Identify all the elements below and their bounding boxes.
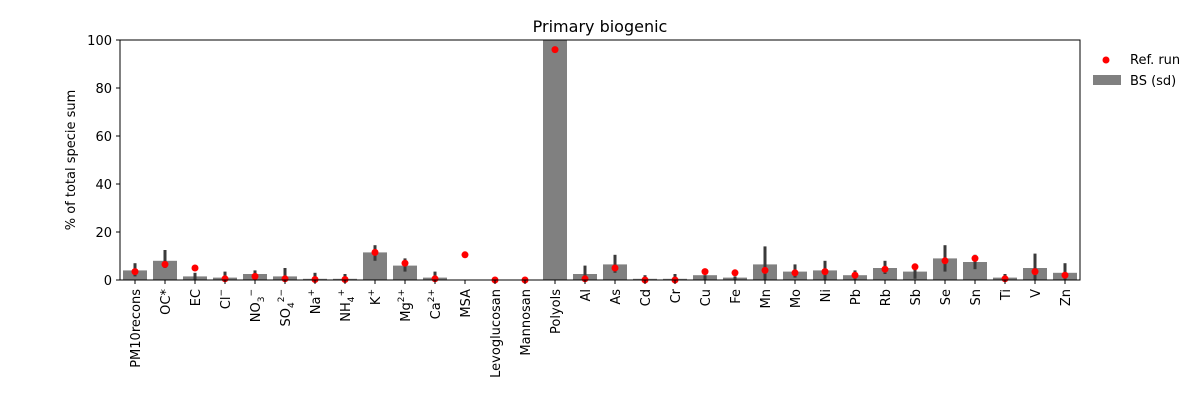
x-tick-label-mn: Mn (759, 289, 774, 308)
legend-label-ref-run: Ref. run (1130, 53, 1180, 68)
y-ticks: 0 20 40 60 80 100 (87, 34, 120, 289)
ref-point-k (371, 248, 379, 256)
bar-sn (963, 262, 987, 280)
ref-point-ca (431, 275, 439, 283)
x-tick-label-cl: Cl− (217, 289, 234, 309)
ref-point-pb (851, 271, 859, 279)
y-tick-label-100: 100 (87, 34, 112, 49)
x-tick-label-rb: Rb (879, 289, 894, 306)
y-tick-label-20: 20 (95, 226, 112, 241)
x-tick-label-nh: NH4+ (337, 289, 357, 322)
x-tick-label-v: V (1029, 289, 1044, 298)
ref-point-group (131, 46, 1069, 284)
plot-frame (119, 39, 1081, 281)
x-tick-label-ec: EC (189, 289, 204, 306)
x-tick-label-oc: OC* (159, 289, 174, 315)
legend-marker-ref-run (1102, 56, 1110, 64)
ref-point-mo (791, 269, 799, 277)
ref-point-msa (461, 251, 469, 259)
x-tick-label-pm10recons: PM10recons (129, 289, 144, 368)
x-tick-label-na: Na+ (307, 289, 324, 314)
ref-point-rb (881, 265, 889, 273)
ref-point-fe (731, 269, 739, 277)
x-tick-label-ti: Ti (999, 289, 1014, 301)
x-tick-label-mg: Mg2+ (397, 289, 414, 322)
chart-title: Primary biogenic (533, 17, 668, 36)
bar-mg (393, 265, 417, 280)
x-tick-label-mannosan: Mannosan (519, 289, 534, 356)
y-tick-label-80: 80 (95, 82, 112, 97)
bar-group (123, 40, 1077, 280)
bar-oc (153, 260, 177, 280)
ref-point-cu (701, 268, 709, 276)
x-tick-label-sn: Sn (969, 289, 984, 306)
ref-point-sb (911, 263, 919, 271)
x-tick-label-cd: Cd (639, 289, 654, 306)
ref-point-ti (1001, 275, 1009, 283)
y-tick-label-0: 0 (104, 274, 112, 289)
ref-point-mg (401, 259, 409, 267)
ref-point-v (1031, 268, 1039, 276)
bar-polyols (543, 40, 567, 280)
legend-label-bs-sd: BS (sd) (1130, 74, 1176, 89)
ref-point-cl (221, 275, 229, 283)
ref-point-al (581, 275, 589, 283)
x-ticks: PM10recons OC* EC Cl− NO3− SO42− Na+ NH4+ K+ Mg2+… (129, 280, 1074, 378)
ref-point-no (251, 272, 259, 280)
x-tick-label-levoglucosan: Levoglucosan (489, 289, 504, 378)
ref-point-mn (761, 266, 769, 274)
y-tick-label-40: 40 (95, 178, 112, 193)
x-tick-label-ca: Ca2+ (427, 289, 444, 319)
x-tick-label-mo: Mo (789, 289, 804, 308)
x-tick-label-cr: Cr (669, 288, 684, 303)
ref-point-zn (1061, 271, 1069, 279)
axes (119, 39, 1081, 281)
x-tick-label-so: SO42− (277, 289, 297, 327)
legend-swatch-bs-sd (1093, 75, 1121, 85)
x-tick-label-as: As (609, 289, 624, 305)
ref-point-oc (161, 260, 169, 268)
x-tick-label-sb: Sb (909, 289, 924, 306)
ref-point-se (941, 257, 949, 265)
y-axis-title: % of total specie sum (64, 90, 79, 231)
ref-point-polyols (551, 46, 559, 54)
x-tick-label-zn: Zn (1059, 289, 1074, 306)
ref-point-ni (821, 268, 829, 276)
x-tick-label-al: Al (579, 289, 594, 302)
x-tick-label-se: Se (939, 289, 954, 305)
y-tick-label-60: 60 (95, 130, 112, 145)
x-tick-label-cu: Cu (699, 289, 714, 306)
x-tick-label-fe: Fe (729, 289, 744, 304)
x-tick-label-ni: Ni (819, 289, 834, 302)
x-tick-label-no: NO3− (247, 289, 267, 322)
legend: Ref. run BS (sd) (1093, 53, 1180, 89)
ref-point-as (611, 264, 619, 272)
ref-point-ec (191, 264, 199, 272)
x-tick-label-msa: MSA (459, 289, 474, 318)
x-tick-label-pb: Pb (849, 289, 864, 305)
ref-point-pm10recons (131, 268, 139, 276)
ref-point-sn (971, 254, 979, 262)
ref-point-so (281, 275, 289, 283)
x-tick-label-k: K+ (367, 289, 384, 305)
x-tick-label-polyols: Polyols (549, 289, 564, 334)
